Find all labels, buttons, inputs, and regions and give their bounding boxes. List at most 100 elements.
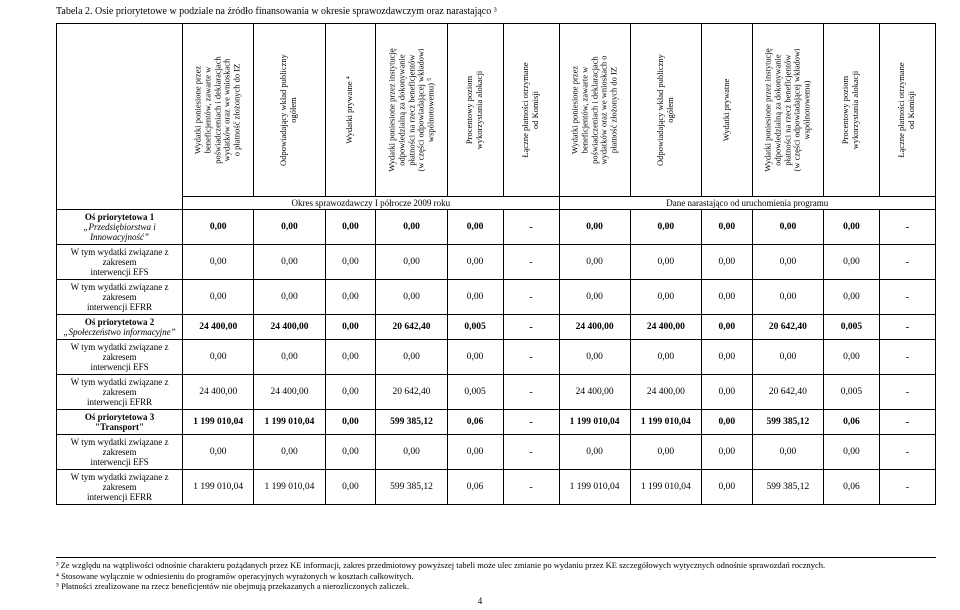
table-cell: 0,06	[823, 410, 879, 435]
table-cell: 0,00	[823, 280, 879, 315]
col-header-9: Wydatki prywatne	[701, 24, 752, 197]
table-cell: 0,00	[325, 470, 376, 505]
footnote-5: ⁵ Płatności zrealizowane na rzecz benefi…	[56, 581, 936, 592]
table-cell: 1 199 010,04	[559, 470, 630, 505]
table-cell: -	[503, 470, 559, 505]
table-cell: 0,06	[823, 470, 879, 505]
col-header-2-text: Odpowiadający wkład publicznyogółem	[280, 54, 300, 166]
table-cell: 24 400,00	[183, 315, 254, 340]
table-row: Oś priorytetowa 1„Przedsiębiorstwa i Inn…	[57, 210, 936, 245]
col-header-11-text: Procentowy poziomwykorzystania alokacji	[842, 71, 862, 150]
table-cell: 1 199 010,04	[254, 410, 325, 435]
table-cell: 0,00	[183, 210, 254, 245]
table-cell: 0,00	[447, 340, 503, 375]
table-cell: 0,005	[823, 315, 879, 340]
col-header-4-text: Wydatki poniesione przez instytucjęodpow…	[387, 48, 436, 171]
table-cell: -	[879, 340, 935, 375]
table-cell: 1 199 010,04	[183, 410, 254, 435]
table-cell: 0,00	[630, 245, 701, 280]
table-cell: 599 385,12	[752, 410, 823, 435]
table-cell: 0,00	[254, 435, 325, 470]
table-cell: 0,00	[752, 280, 823, 315]
table-cell: 0,00	[752, 245, 823, 280]
table-body: Oś priorytetowa 1„Przedsiębiorstwa i Inn…	[57, 210, 936, 505]
table-caption: Tabela 2. Osie priorytetowe w podziale n…	[56, 6, 936, 17]
col-header-4: Wydatki poniesione przez instytucjęodpow…	[376, 24, 447, 197]
table-cell: 0,00	[823, 210, 879, 245]
table-cell: 24 400,00	[183, 375, 254, 410]
row-label: W tym wydatki związane z zakreseminterwe…	[57, 435, 183, 470]
table-cell: 0,005	[447, 375, 503, 410]
priority-axes-table: Wydatki poniesione przezbeneficjentów, z…	[56, 23, 936, 505]
table-cell: 0,00	[701, 245, 752, 280]
table-cell: 0,00	[183, 435, 254, 470]
col-header-7: Wydatki poniesione przezbeneficjentów, z…	[559, 24, 630, 197]
table-cell: 24 400,00	[559, 315, 630, 340]
col-header-7-text: Wydatki poniesione przezbeneficjentów, z…	[570, 55, 619, 164]
row-label: Oś priorytetowa 2„Społeczeństwo informac…	[57, 315, 183, 340]
table-cell: 0,00	[823, 435, 879, 470]
table-cell: 0,00	[559, 435, 630, 470]
col-header-5-text: Procentowy poziomwykorzystania alokacji	[465, 71, 485, 150]
table-row: W tym wydatki związane z zakreseminterwe…	[57, 280, 936, 315]
footnote-4: ⁴ Stosowane wyłącznie w odniesieniu do p…	[56, 571, 936, 582]
table-cell: 1 199 010,04	[254, 470, 325, 505]
row-label: Oś priorytetowa 1„Przedsiębiorstwa i Inn…	[57, 210, 183, 245]
table-cell: 0,06	[447, 470, 503, 505]
table-cell: 0,00	[447, 210, 503, 245]
table-cell: -	[879, 315, 935, 340]
header-row: Wydatki poniesione przezbeneficjentów, z…	[57, 24, 936, 197]
table-cell: -	[879, 410, 935, 435]
table-cell: 0,00	[254, 280, 325, 315]
table-cell: 24 400,00	[630, 315, 701, 340]
table-cell: -	[503, 410, 559, 435]
table-cell: -	[503, 340, 559, 375]
period-right: Dane narastająco od uruchomienia program…	[559, 197, 935, 210]
table-cell: 0,06	[447, 410, 503, 435]
table-cell: 599 385,12	[376, 470, 447, 505]
table-cell: 0,00	[701, 375, 752, 410]
table-cell: 0,00	[325, 280, 376, 315]
table-cell: -	[879, 375, 935, 410]
col-header-12-text: Łączne płatności otrzymaneod Komisji	[898, 62, 918, 157]
table-row: W tym wydatki związane z zakreseminterwe…	[57, 340, 936, 375]
table-cell: 0,00	[325, 245, 376, 280]
col-header-12: Łączne płatności otrzymaneod Komisji	[879, 24, 935, 197]
table-cell: 1 199 010,04	[559, 410, 630, 435]
table-cell: 20 642,40	[376, 315, 447, 340]
table-cell: 20 642,40	[376, 375, 447, 410]
table-cell: 24 400,00	[254, 315, 325, 340]
table-cell: -	[503, 210, 559, 245]
col-header-1: Wydatki poniesione przezbeneficjentów, z…	[183, 24, 254, 197]
table-cell: 0,00	[376, 280, 447, 315]
col-header-3: Wydatki prywatne ⁴	[325, 24, 376, 197]
page-number: 4	[0, 596, 960, 606]
period-row: Okres sprawozdawczy I półrocze 2009 roku…	[57, 197, 936, 210]
table-cell: 0,00	[701, 340, 752, 375]
table-cell: -	[503, 280, 559, 315]
table-cell: 0,00	[701, 210, 752, 245]
table-cell: -	[879, 245, 935, 280]
col-header-10: Wydatki poniesione przez instytucjęodpow…	[752, 24, 823, 197]
table-cell: 599 385,12	[752, 470, 823, 505]
table-cell: 0,00	[254, 340, 325, 375]
table-cell: 0,00	[254, 245, 325, 280]
table-cell: 0,00	[325, 315, 376, 340]
table-row: W tym wydatki związane z zakreseminterwe…	[57, 470, 936, 505]
col-header-2: Odpowiadający wkład publicznyogółem	[254, 24, 325, 197]
table-cell: 0,00	[630, 210, 701, 245]
table-cell: 0,00	[559, 340, 630, 375]
col-header-9-text: Wydatki prywatne	[722, 79, 732, 142]
col-header-3-text: Wydatki prywatne ⁴	[346, 76, 356, 144]
table-cell: 1 199 010,04	[630, 410, 701, 435]
table-cell: -	[879, 435, 935, 470]
row-label: W tym wydatki związane z zakreseminterwe…	[57, 375, 183, 410]
table-row: W tym wydatki związane z zakreseminterwe…	[57, 245, 936, 280]
header-blank	[57, 24, 183, 210]
table-cell: 0,00	[701, 315, 752, 340]
table-cell: 0,00	[376, 245, 447, 280]
table-cell: 0,00	[325, 340, 376, 375]
col-header-8: Odpowiadający wkład publicznyogółem	[630, 24, 701, 197]
table-cell: 0,00	[701, 470, 752, 505]
table-cell: 0,00	[752, 210, 823, 245]
